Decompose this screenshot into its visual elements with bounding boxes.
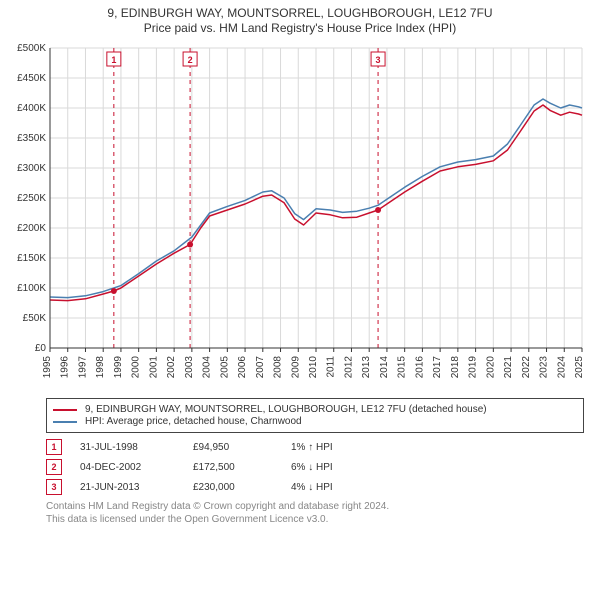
- chart-title: 9, EDINBURGH WAY, MOUNTSORREL, LOUGHBORO…: [10, 6, 590, 21]
- svg-text:1999: 1999: [113, 356, 124, 379]
- legend-swatch-hpi: [53, 421, 77, 423]
- legend-label-property: 9, EDINBURGH WAY, MOUNTSORREL, LOUGHBORO…: [85, 404, 487, 415]
- svg-text:1995: 1995: [42, 356, 53, 379]
- svg-text:2006: 2006: [237, 356, 248, 379]
- chart-svg: £0 £50K £100K £150K £200K £250K £300K £350K £400…: [10, 42, 590, 392]
- chart-grid: [50, 48, 582, 348]
- svg-text:2000: 2000: [131, 356, 142, 379]
- legend-row-property: 9, EDINBURGH WAY, MOUNTSORREL, LOUGHBORO…: [53, 404, 577, 415]
- svg-text:1998: 1998: [95, 356, 106, 379]
- svg-text:2004: 2004: [202, 356, 213, 379]
- svg-text:2021: 2021: [503, 356, 514, 379]
- svg-text:2022: 2022: [521, 356, 532, 379]
- svg-text:£200K: £200K: [17, 223, 46, 234]
- sales-row: 1 31-JUL-1998 £94,950 1% ↑ HPI: [46, 439, 584, 455]
- legend-row-hpi: HPI: Average price, detached house, Char…: [53, 416, 577, 427]
- svg-text:2015: 2015: [397, 356, 408, 379]
- svg-text:£450K: £450K: [17, 73, 46, 84]
- legend-swatch-property: [53, 409, 77, 411]
- sale-price: £94,950: [193, 442, 273, 453]
- svg-text:£250K: £250K: [17, 193, 46, 204]
- svg-text:2008: 2008: [273, 356, 284, 379]
- svg-text:£300K: £300K: [17, 163, 46, 174]
- svg-text:2023: 2023: [539, 356, 550, 379]
- svg-text:2: 2: [188, 55, 193, 65]
- svg-text:3: 3: [376, 55, 381, 65]
- svg-text:£350K: £350K: [17, 133, 46, 144]
- svg-text:£500K: £500K: [17, 43, 46, 54]
- svg-text:2003: 2003: [184, 356, 195, 379]
- attribution: Contains HM Land Registry data © Crown c…: [46, 501, 584, 526]
- attribution-line1: Contains HM Land Registry data © Crown c…: [46, 501, 584, 514]
- svg-text:2024: 2024: [556, 356, 567, 379]
- svg-text:2007: 2007: [255, 356, 266, 379]
- sale-pct: 4% ↓ HPI: [291, 482, 401, 493]
- sale-price: £172,500: [193, 462, 273, 473]
- svg-text:2010: 2010: [308, 356, 319, 379]
- svg-text:2001: 2001: [148, 356, 159, 379]
- legend-box: 9, EDINBURGH WAY, MOUNTSORREL, LOUGHBORO…: [46, 398, 584, 433]
- sales-row: 2 04-DEC-2002 £172,500 6% ↓ HPI: [46, 459, 584, 475]
- chart-dots: [111, 207, 381, 294]
- svg-text:2025: 2025: [574, 356, 585, 379]
- chart-subtitle: Price paid vs. HM Land Registry's House …: [10, 21, 590, 36]
- sale-badge: 3: [46, 479, 62, 495]
- sale-date: 04-DEC-2002: [80, 462, 175, 473]
- svg-text:1997: 1997: [77, 356, 88, 379]
- svg-text:2012: 2012: [343, 356, 354, 379]
- svg-text:2005: 2005: [219, 356, 230, 379]
- sale-price: £230,000: [193, 482, 273, 493]
- sales-row: 3 21-JUN-2013 £230,000 4% ↓ HPI: [46, 479, 584, 495]
- svg-text:1996: 1996: [60, 356, 71, 379]
- svg-text:2019: 2019: [468, 356, 479, 379]
- svg-text:2018: 2018: [450, 356, 461, 379]
- chart-badges: 1 2 3: [107, 52, 385, 66]
- svg-text:£400K: £400K: [17, 103, 46, 114]
- sales-table: 1 31-JUL-1998 £94,950 1% ↑ HPI 2 04-DEC-…: [46, 439, 584, 495]
- svg-text:£100K: £100K: [17, 283, 46, 294]
- svg-text:2014: 2014: [379, 356, 390, 379]
- svg-text:2016: 2016: [414, 356, 425, 379]
- svg-text:1: 1: [111, 55, 116, 65]
- sale-badge: 1: [46, 439, 62, 455]
- svg-text:£150K: £150K: [17, 253, 46, 264]
- sale-badge: 2: [46, 459, 62, 475]
- sale-date: 21-JUN-2013: [80, 482, 175, 493]
- svg-text:£50K: £50K: [23, 313, 47, 324]
- legend-label-hpi: HPI: Average price, detached house, Char…: [85, 416, 302, 427]
- svg-text:2017: 2017: [432, 356, 443, 379]
- svg-text:2002: 2002: [166, 356, 177, 379]
- attribution-line2: This data is licensed under the Open Gov…: [46, 514, 584, 527]
- svg-text:2011: 2011: [326, 356, 337, 378]
- chart-x-axis: 1995 1996 1997 1998 1999 2000 2001 2002 2003 2004…: [42, 348, 585, 378]
- page: 9, EDINBURGH WAY, MOUNTSORREL, LOUGHBORO…: [0, 0, 600, 590]
- chart-area: £0 £50K £100K £150K £200K £250K £300K £350K £400…: [10, 42, 590, 392]
- sale-pct: 6% ↓ HPI: [291, 462, 401, 473]
- svg-text:2013: 2013: [361, 356, 372, 379]
- chart-y-axis: £0 £50K £100K £150K £200K £250K £300K £350K £400…: [17, 43, 50, 354]
- svg-text:£0: £0: [35, 343, 47, 354]
- sale-date: 31-JUL-1998: [80, 442, 175, 453]
- svg-text:2009: 2009: [290, 356, 301, 379]
- sale-pct: 1% ↑ HPI: [291, 442, 401, 453]
- svg-text:2020: 2020: [485, 356, 496, 379]
